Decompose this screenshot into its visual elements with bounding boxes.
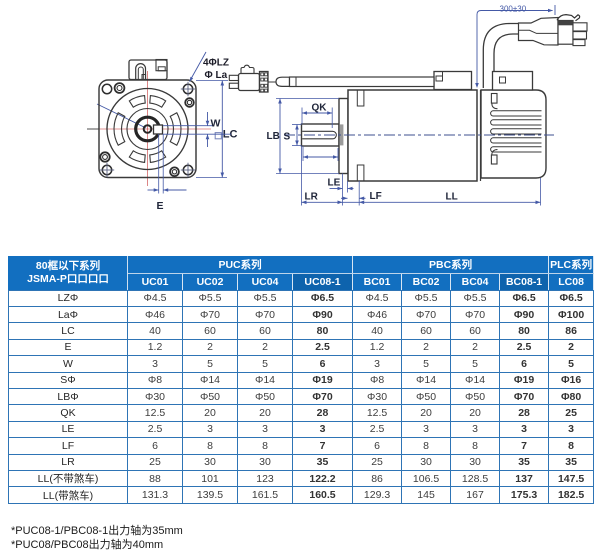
svg-text:LL: LL: [446, 192, 458, 203]
svg-text:LC: LC: [223, 129, 238, 141]
svg-text:4ΦLZ: 4ΦLZ: [203, 58, 229, 69]
svg-text:Φ La: Φ La: [205, 70, 228, 81]
svg-text:W: W: [211, 118, 221, 130]
svg-text:LE: LE: [328, 178, 341, 189]
svg-text:LB: LB: [267, 131, 280, 142]
svg-text:LR: LR: [305, 192, 319, 203]
svg-text:LF: LF: [370, 191, 382, 202]
svg-text:300±30: 300±30: [500, 5, 527, 14]
svg-text:S: S: [284, 132, 291, 143]
svg-text:QK: QK: [312, 103, 328, 114]
svg-text:E: E: [157, 200, 164, 212]
